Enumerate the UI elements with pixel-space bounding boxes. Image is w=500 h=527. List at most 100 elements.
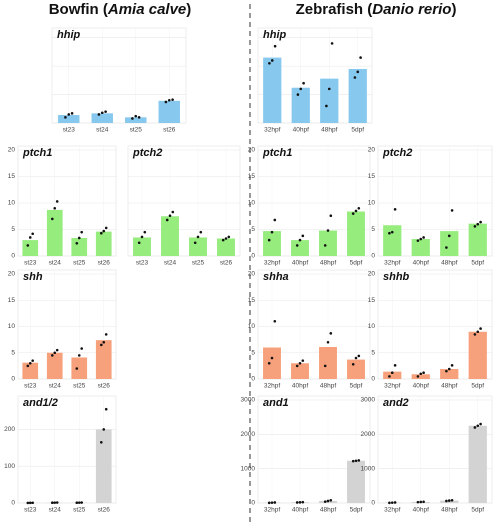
x-tick-label: st26 (98, 507, 111, 514)
data-point (78, 354, 81, 357)
panel-title: ptch1 (262, 147, 292, 159)
data-point (222, 239, 225, 242)
data-point (102, 341, 105, 344)
data-point (448, 368, 451, 371)
panel-title: shh (23, 271, 43, 283)
x-tick-label: 48hpf (441, 260, 457, 267)
bar (440, 369, 458, 379)
y-tick-label: 20 (368, 271, 376, 278)
y-tick-label: 0 (371, 376, 375, 383)
data-point (394, 364, 397, 367)
bar (347, 211, 365, 256)
x-tick-label: 32hpf (384, 260, 400, 267)
data-point (131, 117, 134, 120)
x-tick-label: 32hpf (264, 127, 280, 134)
data-point (296, 244, 299, 247)
data-point (27, 365, 30, 368)
data-point (474, 225, 477, 228)
data-point (299, 239, 302, 242)
data-point (105, 408, 108, 411)
panel-title: hhip (57, 29, 80, 41)
data-point (105, 227, 108, 230)
x-tick-label: st26 (98, 383, 111, 390)
data-point (358, 355, 361, 358)
data-point (101, 111, 104, 114)
data-point (134, 115, 137, 118)
bar (159, 101, 180, 123)
data-point (29, 502, 32, 505)
panel-title: ptch1 (22, 147, 52, 159)
data-point (419, 372, 422, 375)
y-tick-label: 20 (8, 147, 16, 154)
data-point (29, 236, 32, 239)
data-point (355, 459, 358, 462)
data-point (76, 367, 79, 370)
bar (92, 113, 113, 123)
y-tick-label: 3000 (361, 397, 376, 404)
bar (47, 210, 63, 256)
x-tick-label: 48hpf (321, 127, 337, 134)
data-point (331, 42, 334, 45)
header: Bowfin (Amia calve) (49, 1, 192, 18)
x-tick-label: 5dpf (351, 127, 364, 134)
y-tick-label: 2000 (361, 431, 376, 438)
bar (263, 231, 281, 256)
y-tick-label: 15 (8, 173, 16, 180)
data-point (391, 231, 394, 234)
data-point (268, 239, 271, 242)
x-tick-label: 40hpf (292, 383, 308, 390)
y-tick-label: 15 (368, 173, 376, 180)
panel-title: ptch2 (132, 147, 162, 159)
data-point (53, 207, 56, 210)
data-point (51, 218, 54, 221)
data-point (299, 501, 302, 504)
data-point (445, 370, 448, 373)
data-point (31, 501, 34, 504)
panel-title: shha (263, 271, 289, 283)
data-point (271, 501, 274, 504)
data-point (355, 210, 358, 213)
data-point (358, 459, 361, 462)
data-point (197, 236, 200, 239)
panel-title: shhb (383, 271, 410, 283)
x-tick-label: st25 (73, 507, 86, 514)
y-tick-label: 200 (4, 426, 15, 433)
y-tick-label: 5 (11, 226, 15, 233)
data-point (271, 357, 274, 360)
data-point (448, 235, 451, 238)
x-tick-label: st23 (24, 383, 37, 390)
y-tick-label: 0 (11, 376, 15, 383)
data-point (479, 221, 482, 224)
data-point (29, 362, 32, 365)
data-point (302, 501, 305, 504)
x-tick-label: 48hpf (320, 383, 336, 390)
data-point (352, 460, 355, 463)
data-point (354, 76, 357, 79)
bar (469, 426, 487, 503)
y-tick-label: 15 (8, 297, 16, 304)
x-tick-label: 5dpf (350, 260, 363, 267)
y-tick-label: 15 (248, 297, 256, 304)
data-point (268, 62, 271, 65)
data-point (359, 56, 362, 59)
x-tick-label: 32hpf (264, 383, 280, 390)
data-point (105, 333, 108, 336)
data-point (138, 116, 141, 119)
header: Zebrafish (Danio rerio) (296, 1, 457, 18)
x-tick-label: 32hpf (384, 383, 400, 390)
data-point (78, 501, 81, 504)
bar (71, 357, 87, 379)
data-point (474, 333, 477, 336)
y-tick-label: 10 (248, 323, 256, 330)
data-point (476, 223, 479, 226)
x-tick-label: 40hpf (413, 507, 429, 514)
data-point (268, 502, 271, 505)
y-tick-label: 20 (368, 147, 376, 154)
x-tick-label: 32hpf (384, 507, 400, 514)
